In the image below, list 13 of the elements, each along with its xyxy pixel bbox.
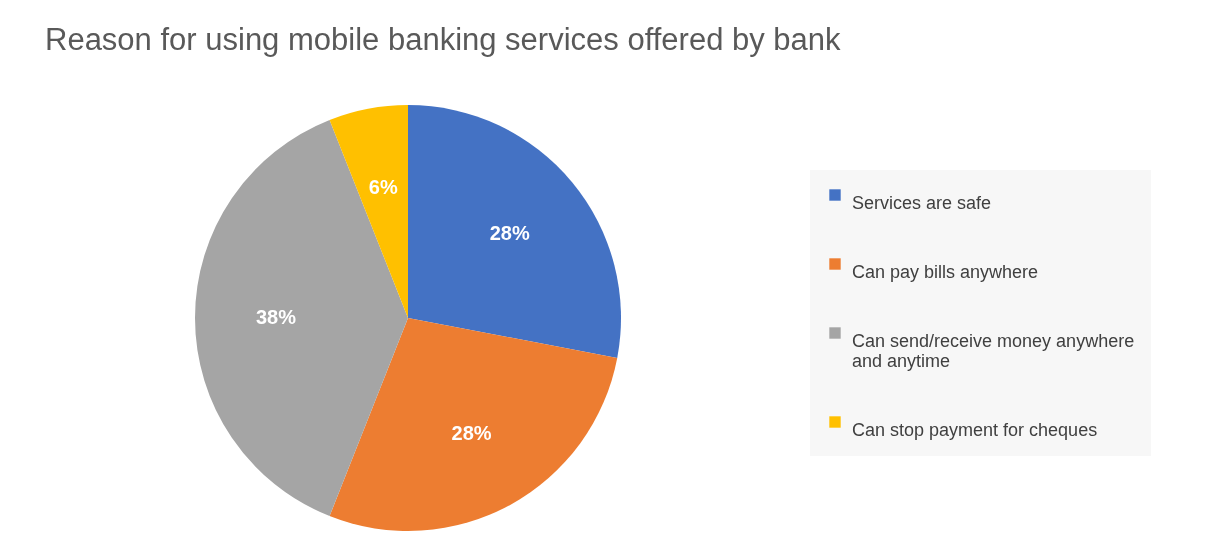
pie-slice [195, 119, 408, 517]
data-label: 38% [255, 306, 297, 328]
chart-title: Reason for using mobile banking services offered by bank [45, 22, 842, 57]
legend-label: Can stop payment for cheques [852, 420, 1098, 440]
data-label: 6% [368, 176, 398, 199]
pie-slice [329, 318, 618, 531]
legend-label: Can send/receive money anywhere and anytime [852, 331, 1135, 371]
legend-label: Services are safe [852, 193, 992, 213]
pie-slice [408, 105, 621, 358]
data-label: 28% [489, 221, 530, 244]
pie-slice [329, 105, 408, 318]
data-label: 28% [451, 421, 492, 444]
legend-label: Can pay bills anywhere [852, 262, 1039, 282]
